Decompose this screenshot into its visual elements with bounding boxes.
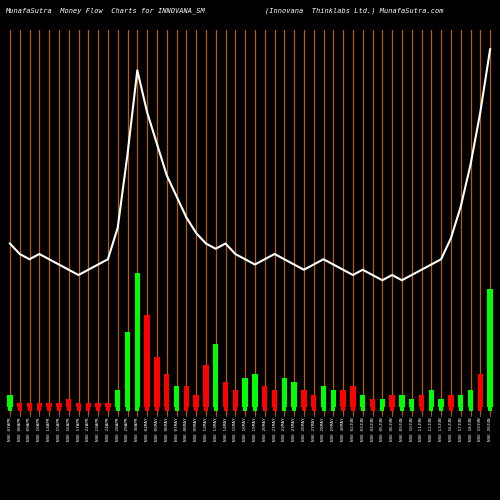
Bar: [154, 357, 160, 408]
Bar: [370, 399, 375, 407]
Bar: [27, 403, 32, 407]
Bar: [223, 382, 228, 407]
Bar: [380, 399, 385, 407]
Bar: [56, 403, 62, 407]
Bar: [115, 390, 120, 407]
Bar: [96, 403, 101, 407]
Bar: [252, 374, 258, 408]
Bar: [282, 378, 287, 408]
Bar: [144, 314, 150, 408]
Bar: [419, 394, 424, 407]
Bar: [164, 374, 170, 408]
Bar: [488, 290, 493, 408]
Bar: [458, 394, 464, 407]
Bar: [409, 399, 414, 407]
Text: MunafaSutra  Money Flow  Charts for INNOVANA_SM: MunafaSutra Money Flow Charts for INNOVA…: [5, 8, 205, 14]
Bar: [350, 386, 356, 407]
Bar: [194, 394, 199, 407]
Bar: [301, 390, 306, 407]
Bar: [174, 386, 179, 407]
Bar: [76, 403, 81, 407]
Bar: [203, 365, 208, 408]
Bar: [36, 403, 42, 407]
Bar: [232, 390, 238, 407]
Bar: [448, 394, 454, 407]
Bar: [399, 394, 404, 407]
Bar: [125, 332, 130, 407]
Bar: [66, 399, 71, 407]
Bar: [311, 394, 316, 407]
Bar: [360, 394, 366, 407]
Bar: [428, 390, 434, 407]
Bar: [468, 390, 473, 407]
Bar: [478, 374, 483, 408]
Bar: [390, 394, 395, 407]
Bar: [272, 390, 277, 407]
Bar: [292, 382, 297, 407]
Bar: [438, 399, 444, 407]
Bar: [330, 390, 336, 407]
Text: (Innovana  Thinklabs Ltd.) MunafaSutra.com: (Innovana Thinklabs Ltd.) MunafaSutra.co…: [265, 8, 444, 14]
Bar: [46, 403, 52, 407]
Bar: [17, 403, 22, 407]
Bar: [242, 378, 248, 408]
Bar: [134, 272, 140, 407]
Bar: [213, 344, 218, 408]
Bar: [86, 403, 91, 407]
Bar: [340, 390, 346, 407]
Bar: [105, 403, 110, 407]
Bar: [262, 386, 268, 407]
Bar: [7, 394, 12, 407]
Bar: [321, 386, 326, 407]
Bar: [184, 386, 189, 407]
